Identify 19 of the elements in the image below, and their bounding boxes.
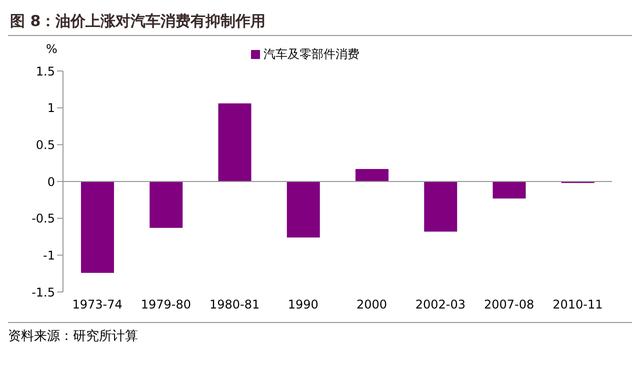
y-tick-label: 0.5 xyxy=(36,138,55,152)
y-tick-label: -1 xyxy=(43,248,55,262)
x-tick-label: 1979-80 xyxy=(140,298,192,312)
y-tick-label: 1 xyxy=(47,101,55,116)
x-tick-label: 2007-08 xyxy=(484,298,534,312)
y-axis-title: % xyxy=(46,42,58,56)
x-tick-label: 1980-81 xyxy=(209,298,260,312)
x-tick-label: 1973-74 xyxy=(72,298,122,312)
x-tick-label: 2010-11 xyxy=(552,298,603,312)
y-tick-label: -1.5 xyxy=(32,285,55,300)
y-tick-label: 1.5 xyxy=(36,64,55,78)
y-tick-label: 0 xyxy=(47,174,55,189)
legend-label: 汽车及零部件消费 xyxy=(264,47,360,61)
y-tick-label: -0.5 xyxy=(32,212,55,226)
text: 资料来源：研究所计算 xyxy=(8,328,139,345)
x-tick-label: 2000 xyxy=(356,298,388,312)
chart-title: 图 8：油价上涨对汽车消费有抑制作用 xyxy=(8,8,632,36)
x-tick-label: 2002-03 xyxy=(415,298,466,312)
x-tick-label: 1990 xyxy=(288,298,318,312)
